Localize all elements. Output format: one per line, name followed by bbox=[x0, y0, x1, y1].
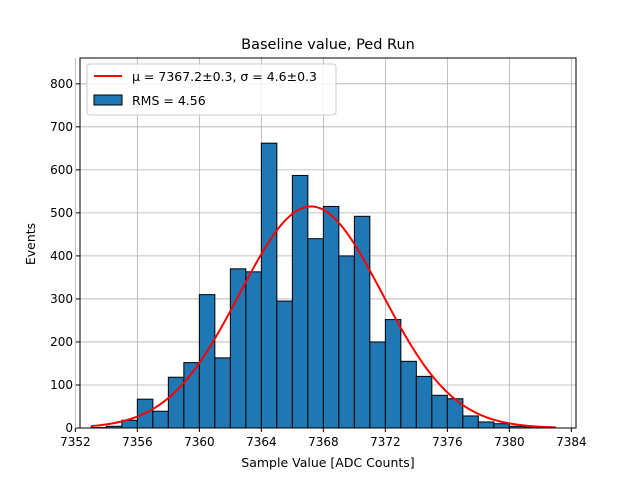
y-tick-label: 800 bbox=[50, 77, 73, 91]
histogram-bar bbox=[384, 319, 402, 429]
x-tick-label: 7364 bbox=[246, 435, 277, 449]
x-tick-label: 7384 bbox=[556, 435, 587, 449]
histogram-bar bbox=[415, 375, 433, 429]
fit-curve-layer bbox=[90, 205, 556, 429]
x-axis-label: Sample Value [ADC Counts] bbox=[241, 455, 414, 470]
histogram-bar bbox=[477, 421, 495, 429]
plot-frame bbox=[79, 57, 577, 429]
x-tick-label: 7352 bbox=[60, 435, 91, 449]
y-axis-label: Events bbox=[23, 223, 38, 265]
histogram-bar bbox=[369, 341, 386, 429]
histogram-bar bbox=[260, 142, 278, 429]
histogram-bar bbox=[152, 410, 169, 429]
legend-fit-label: μ = 7367.2±0.3, σ = 4.6±0.3 bbox=[132, 69, 317, 84]
legend-hist-label: RMS = 4.56 bbox=[132, 93, 206, 108]
histogram-bar bbox=[431, 394, 448, 429]
y-tick-label: 600 bbox=[50, 163, 73, 177]
x-tick-label: 7380 bbox=[494, 435, 525, 449]
legend: μ = 7367.2±0.3, σ = 4.6±0.3 RMS = 4.56 bbox=[86, 63, 337, 116]
y-tick-label: 500 bbox=[50, 206, 73, 220]
histogram-bar bbox=[400, 360, 417, 429]
x-tick-label: 7368 bbox=[308, 435, 339, 449]
histogram-bar bbox=[462, 415, 479, 429]
legend-box bbox=[86, 63, 337, 116]
histogram-bar bbox=[245, 271, 262, 429]
histogram-bar bbox=[307, 238, 324, 429]
y-tick-label: 100 bbox=[50, 378, 73, 392]
histogram-bar bbox=[276, 300, 293, 429]
x-tick-label: 7376 bbox=[432, 435, 463, 449]
y-tick-label: 200 bbox=[50, 335, 73, 349]
histogram-bars bbox=[90, 142, 541, 429]
histogram-bar bbox=[493, 423, 510, 429]
histogram-bar bbox=[229, 268, 247, 429]
axes: 7352 7356 7360 7364 7368 7372 7376 7380 7384 0 100… bbox=[50, 57, 587, 449]
histogram-bar bbox=[214, 357, 231, 429]
histogram-bar bbox=[198, 294, 216, 429]
chart-title: Baseline value, Ped Run bbox=[241, 37, 415, 53]
x-tick-label: 7356 bbox=[122, 435, 153, 449]
y-tick-label: 700 bbox=[50, 120, 73, 134]
histogram-bar bbox=[322, 205, 340, 429]
histogram-bar bbox=[338, 255, 355, 429]
y-tick-label: 0 bbox=[65, 421, 73, 435]
y-tick-label: 400 bbox=[50, 249, 73, 263]
x-tick-label: 7360 bbox=[184, 435, 215, 449]
gaussian-fit-line bbox=[90, 205, 556, 429]
legend-hist-swatch bbox=[93, 94, 123, 106]
y-tick-label: 300 bbox=[50, 292, 73, 306]
x-tick-label: 7372 bbox=[370, 435, 401, 449]
